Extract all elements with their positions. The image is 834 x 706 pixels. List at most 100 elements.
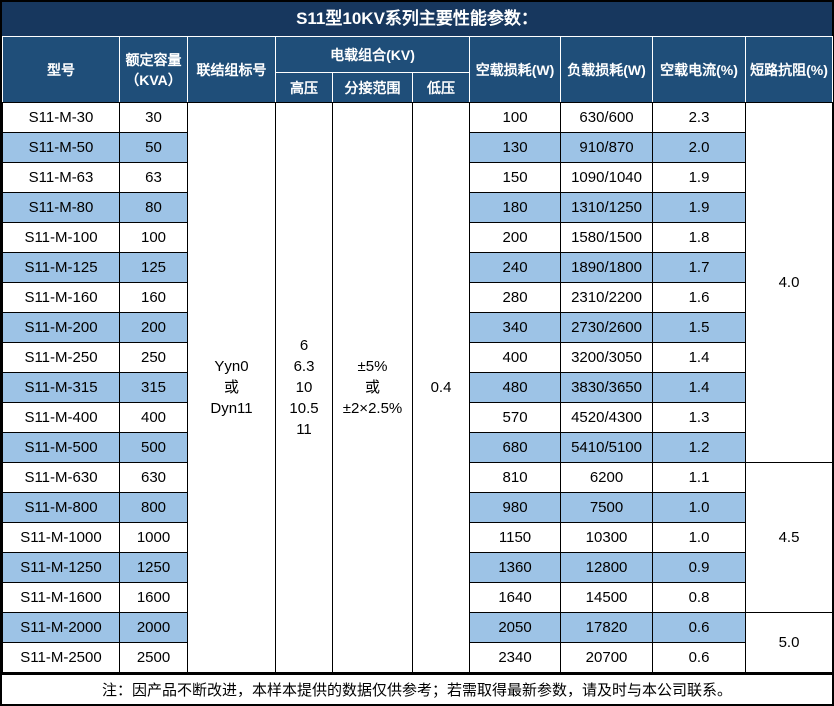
no-load-loss-cell: 1360 — [469, 552, 562, 583]
no-load-loss-cell: 280 — [469, 282, 562, 313]
header-hv: 高压 — [275, 72, 333, 103]
table-row: S11-M-100 100 200 1580/1500 1.8 — [2, 222, 833, 253]
tap-range-cell: ±5% 或 ±2×2.5% — [332, 102, 413, 673]
no-load-loss-cell: 1150 — [469, 522, 562, 553]
table-row: S11-M-160 160 280 2310/2200 1.6 — [2, 282, 833, 313]
hv-cell-line: 11 — [296, 421, 312, 438]
impedance-cell: 4.0 — [745, 102, 834, 463]
no-load-current-cell: 0.8 — [652, 582, 747, 613]
capacity-cell: 80 — [119, 192, 188, 223]
table-row: S11-M-250 250 400 3200/3050 1.4 — [2, 342, 833, 373]
no-load-current-cell: 1.9 — [652, 162, 747, 193]
no-load-current-cell: 1.1 — [652, 462, 747, 493]
load-loss-cell: 4520/4300 — [560, 402, 654, 433]
tap-range-cell-line: 或 — [364, 379, 380, 396]
no-load-current-cell: 2.3 — [652, 102, 747, 133]
model-cell: S11-M-200 — [2, 312, 120, 343]
table-row: S11-M-80 80 180 1310/1250 1.9 — [2, 192, 833, 223]
hv-cell-line: 6 — [299, 337, 309, 354]
no-load-loss-cell: 680 — [469, 432, 562, 463]
connection-cell: Yyn0 或 Dyn11 — [187, 102, 276, 673]
spec-table: 型号 额定容量 （KVA） 联结组标号 电载组合(KV) 空载损耗(W) 负载损… — [2, 36, 834, 673]
no-load-loss-cell: 570 — [469, 402, 562, 433]
capacity-cell: 50 — [119, 132, 188, 163]
load-loss-cell: 630/600 — [560, 102, 654, 133]
no-load-loss-cell: 980 — [469, 492, 562, 523]
no-load-current-cell: 1.0 — [652, 492, 747, 523]
lv-cell: 0.4 — [411, 102, 471, 673]
capacity-cell: 400 — [119, 402, 188, 433]
header-no-load-loss: 空载损耗(W) — [469, 36, 562, 103]
no-load-loss-cell: 400 — [469, 342, 562, 373]
no-load-current-cell: 0.9 — [652, 552, 747, 583]
load-loss-cell: 2730/2600 — [560, 312, 654, 343]
model-cell: S11-M-500 — [2, 432, 120, 463]
capacity-cell: 125 — [119, 252, 188, 283]
capacity-cell: 1250 — [119, 552, 188, 583]
load-loss-cell: 20700 — [560, 642, 654, 673]
table-row: S11-M-63 63 150 1090/1040 1.9 — [2, 162, 833, 193]
load-loss-cell: 2310/2200 — [560, 282, 654, 313]
no-load-current-cell: 1.4 — [652, 342, 747, 373]
table-row: S11-M-800 800 980 7500 1.0 — [2, 492, 833, 523]
load-loss-cell: 910/870 — [560, 132, 654, 163]
table-body: S11-M-30 30 Yyn0 或 Dyn11 6 6.3 10 10.5 11 ±5% 或 ±2×2… — [2, 102, 834, 673]
model-cell: S11-M-160 — [2, 282, 120, 313]
no-load-loss-cell: 130 — [469, 132, 562, 163]
model-cell: S11-M-125 — [2, 252, 120, 283]
table-row: S11-M-50 50 130 910/870 2.0 — [2, 132, 833, 163]
connection-cell-line: 或 — [223, 379, 239, 396]
header-model: 型号 — [2, 36, 120, 103]
no-load-current-cell: 2.0 — [652, 132, 747, 163]
connection-cell-line: Dyn11 — [210, 400, 253, 417]
capacity-cell: 250 — [119, 342, 188, 373]
no-load-current-cell: 1.5 — [652, 312, 747, 343]
table-row: S11-M-1600 1600 1640 14500 0.8 — [2, 582, 833, 613]
load-loss-cell: 5410/5100 — [560, 432, 654, 463]
header-no-load-current: 空载电流(%) — [652, 36, 747, 103]
load-loss-cell: 14500 — [560, 582, 654, 613]
model-cell: S11-M-315 — [2, 372, 120, 403]
hv-cell-line: 6.3 — [293, 358, 315, 375]
capacity-cell: 315 — [119, 372, 188, 403]
header-capacity: 额定容量 （KVA） — [119, 36, 188, 103]
no-load-current-cell: 1.2 — [652, 432, 747, 463]
model-cell: S11-M-2500 — [2, 642, 120, 673]
hv-cell-line: 10.5 — [289, 400, 319, 417]
no-load-current-cell: 0.6 — [652, 612, 747, 643]
table-row: S11-M-400 400 570 4520/4300 1.3 — [2, 402, 833, 433]
table-header: 型号 额定容量 （KVA） 联结组标号 电载组合(KV) 空载损耗(W) 负载损… — [2, 36, 834, 103]
no-load-current-cell: 0.6 — [652, 642, 747, 673]
no-load-loss-cell: 480 — [469, 372, 562, 403]
load-loss-cell: 1580/1500 — [560, 222, 654, 253]
table-row: S11-M-2500 2500 2340 20700 0.6 — [2, 642, 833, 673]
model-cell: S11-M-250 — [2, 342, 120, 373]
header-tap-range: 分接范围 — [332, 72, 413, 103]
no-load-loss-cell: 200 — [469, 222, 562, 253]
model-cell: S11-M-2000 — [2, 612, 120, 643]
model-cell: S11-M-63 — [2, 162, 120, 193]
capacity-cell: 1000 — [119, 522, 188, 553]
capacity-cell: 500 — [119, 432, 188, 463]
model-cell: S11-M-400 — [2, 402, 120, 433]
load-loss-cell: 12800 — [560, 552, 654, 583]
model-cell: S11-M-1600 — [2, 582, 120, 613]
table-row: S11-M-1000 1000 1150 10300 1.0 — [2, 522, 833, 553]
lv-cell-line: 0.4 — [430, 379, 452, 396]
header-impedance: 短路抗阻(%) — [745, 36, 834, 103]
capacity-cell: 2000 — [119, 612, 188, 643]
no-load-current-cell: 1.8 — [652, 222, 747, 253]
header-load-loss: 负载损耗(W) — [560, 36, 654, 103]
load-loss-cell: 6200 — [560, 462, 654, 493]
capacity-cell: 1600 — [119, 582, 188, 613]
tap-range-cell-line: ±2×2.5% — [342, 400, 403, 417]
table-row: S11-M-30 30 Yyn0 或 Dyn11 6 6.3 10 10.5 11 ±5% 或 ±2×2… — [2, 102, 834, 673]
tap-range-cell-line: ±5% — [357, 358, 388, 375]
impedance-cell: 4.5 — [745, 462, 834, 613]
load-loss-cell: 1890/1800 — [560, 252, 654, 283]
connection-cell-line: Yyn0 — [214, 358, 249, 375]
load-loss-cell: 3200/3050 — [560, 342, 654, 373]
header-capacity-line2: （KVA） — [125, 71, 182, 88]
table-row: S11-M-2000 2000 2050 17820 0.6 5.0 — [2, 612, 834, 673]
